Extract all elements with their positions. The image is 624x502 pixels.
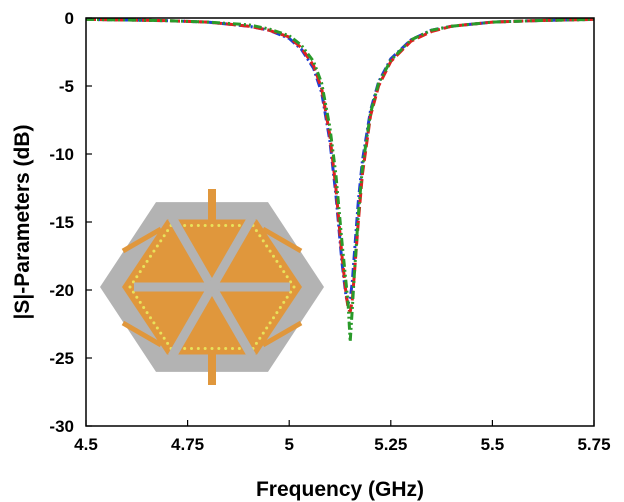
via-dot xyxy=(210,224,214,228)
x-axis-title: Frequency (GHz) xyxy=(256,478,424,501)
via-dot xyxy=(237,224,241,228)
via-dot xyxy=(128,285,132,289)
via-dot xyxy=(183,346,187,350)
via-dot xyxy=(142,265,146,269)
y-tick-label: 0 xyxy=(65,9,74,28)
y-axis-title: |S|-Parameters (dB) xyxy=(11,125,34,320)
via-dot xyxy=(135,275,139,279)
via-dot xyxy=(135,295,139,299)
via-dot xyxy=(162,234,166,238)
x-tick-label: 4.75 xyxy=(171,435,204,454)
via-dot xyxy=(265,244,269,248)
via-dot xyxy=(254,229,258,233)
x-tick-label: 5.25 xyxy=(374,435,407,454)
via-dot xyxy=(231,224,234,228)
y-tick-label: -15 xyxy=(49,213,74,232)
via-dot xyxy=(217,346,221,350)
x-tick-label: 5 xyxy=(284,435,293,454)
via-dot xyxy=(166,229,170,233)
stub-line xyxy=(121,226,163,254)
feed-line xyxy=(208,189,216,223)
via-dot xyxy=(196,346,200,350)
y-tick-label: -25 xyxy=(49,349,74,368)
via-dot xyxy=(278,265,282,269)
via-dot xyxy=(138,300,142,304)
via-dot xyxy=(190,224,193,228)
series-layer xyxy=(85,17,595,344)
via-dot xyxy=(275,259,279,263)
via-dot xyxy=(145,311,149,315)
via-dot xyxy=(183,224,187,228)
via-dot xyxy=(152,249,156,253)
via-dot xyxy=(278,305,282,309)
via-dot xyxy=(254,341,258,345)
via-dot xyxy=(203,346,207,350)
x-tick-label: 4.5 xyxy=(74,435,98,454)
stub-line xyxy=(121,320,163,348)
x-tick-label: 5.75 xyxy=(577,435,610,454)
via-dot xyxy=(203,224,207,228)
via-dot xyxy=(285,275,289,279)
via-dot xyxy=(268,249,272,253)
via-dot xyxy=(261,331,265,335)
via-dot xyxy=(149,254,152,258)
via-dot xyxy=(166,341,170,345)
y-axis: 0 -5 -10 -15 -20 -25 -30 xyxy=(49,9,92,436)
via-dot xyxy=(145,259,149,263)
stub-line xyxy=(261,320,303,348)
via-dot xyxy=(272,316,275,320)
via-dot xyxy=(258,336,262,340)
via-dot xyxy=(237,346,241,350)
via-dot xyxy=(261,239,265,243)
via-dot xyxy=(152,321,156,325)
y-tick-label: -5 xyxy=(59,77,74,96)
feed-line xyxy=(208,351,216,385)
series-line-3 xyxy=(85,17,595,344)
y-tick-label: -30 xyxy=(49,417,74,436)
via-dot xyxy=(265,326,269,330)
via-dot xyxy=(196,224,200,228)
via-dot xyxy=(138,270,142,274)
via-dot xyxy=(155,326,159,330)
via-dot xyxy=(210,346,214,350)
stub-line xyxy=(261,226,303,254)
via-dot xyxy=(149,316,152,320)
y-tick-label: -10 xyxy=(49,145,74,164)
via-dot xyxy=(159,239,163,243)
via-dot xyxy=(224,224,228,228)
via-dot xyxy=(268,321,272,325)
via-dot xyxy=(224,346,228,350)
via-dot xyxy=(272,254,275,258)
via-dot xyxy=(275,311,279,315)
via-dot xyxy=(190,346,193,350)
via-dot xyxy=(285,295,289,299)
y-tick-label: -20 xyxy=(49,281,74,300)
via-dot xyxy=(292,285,296,289)
via-dot xyxy=(159,331,163,335)
via-dot xyxy=(155,244,159,248)
x-tick-label: 5.5 xyxy=(481,435,505,454)
via-dot xyxy=(258,234,262,238)
via-dot xyxy=(282,300,286,304)
antenna-inset xyxy=(100,189,324,385)
via-dot xyxy=(217,224,221,228)
via-dot xyxy=(162,336,166,340)
x-axis: 4.5 4.75 5 5.25 5.5 5.75 xyxy=(74,420,611,454)
via-dot xyxy=(142,305,146,309)
slot-arm xyxy=(168,215,256,359)
via-dot xyxy=(231,346,234,350)
via-dot xyxy=(282,270,286,274)
